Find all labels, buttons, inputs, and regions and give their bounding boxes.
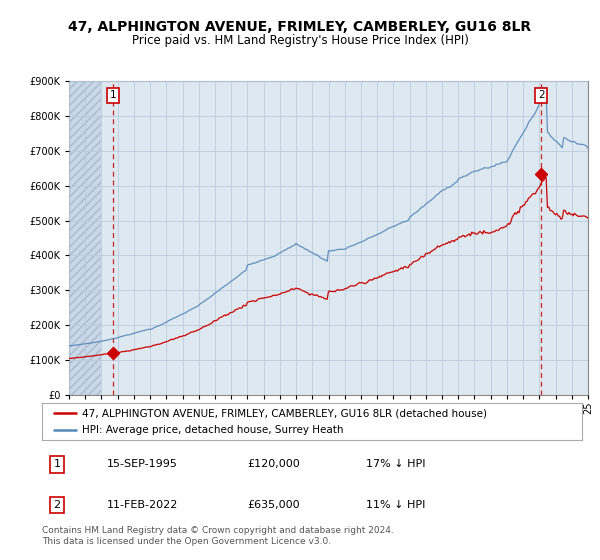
Text: Price paid vs. HM Land Registry's House Price Index (HPI): Price paid vs. HM Land Registry's House … [131, 34, 469, 46]
Text: 1: 1 [53, 459, 61, 469]
Text: 17% ↓ HPI: 17% ↓ HPI [366, 459, 425, 469]
Text: 11-FEB-2022: 11-FEB-2022 [107, 500, 178, 510]
Text: 47, ALPHINGTON AVENUE, FRIMLEY, CAMBERLEY, GU16 8LR: 47, ALPHINGTON AVENUE, FRIMLEY, CAMBERLE… [68, 20, 532, 34]
Text: HPI: Average price, detached house, Surrey Heath: HPI: Average price, detached house, Surr… [83, 425, 344, 435]
Text: 2: 2 [538, 90, 545, 100]
Text: 11% ↓ HPI: 11% ↓ HPI [366, 500, 425, 510]
Text: £120,000: £120,000 [247, 459, 300, 469]
Text: 1: 1 [110, 90, 116, 100]
Bar [69, 81, 101, 395]
Text: £635,000: £635,000 [247, 500, 300, 510]
Text: 15-SEP-1995: 15-SEP-1995 [107, 459, 178, 469]
Text: 47, ALPHINGTON AVENUE, FRIMLEY, CAMBERLEY, GU16 8LR (detached house): 47, ALPHINGTON AVENUE, FRIMLEY, CAMBERLE… [83, 408, 487, 418]
Text: Contains HM Land Registry data © Crown copyright and database right 2024.
This d: Contains HM Land Registry data © Crown c… [42, 526, 394, 546]
Text: 2: 2 [53, 500, 61, 510]
